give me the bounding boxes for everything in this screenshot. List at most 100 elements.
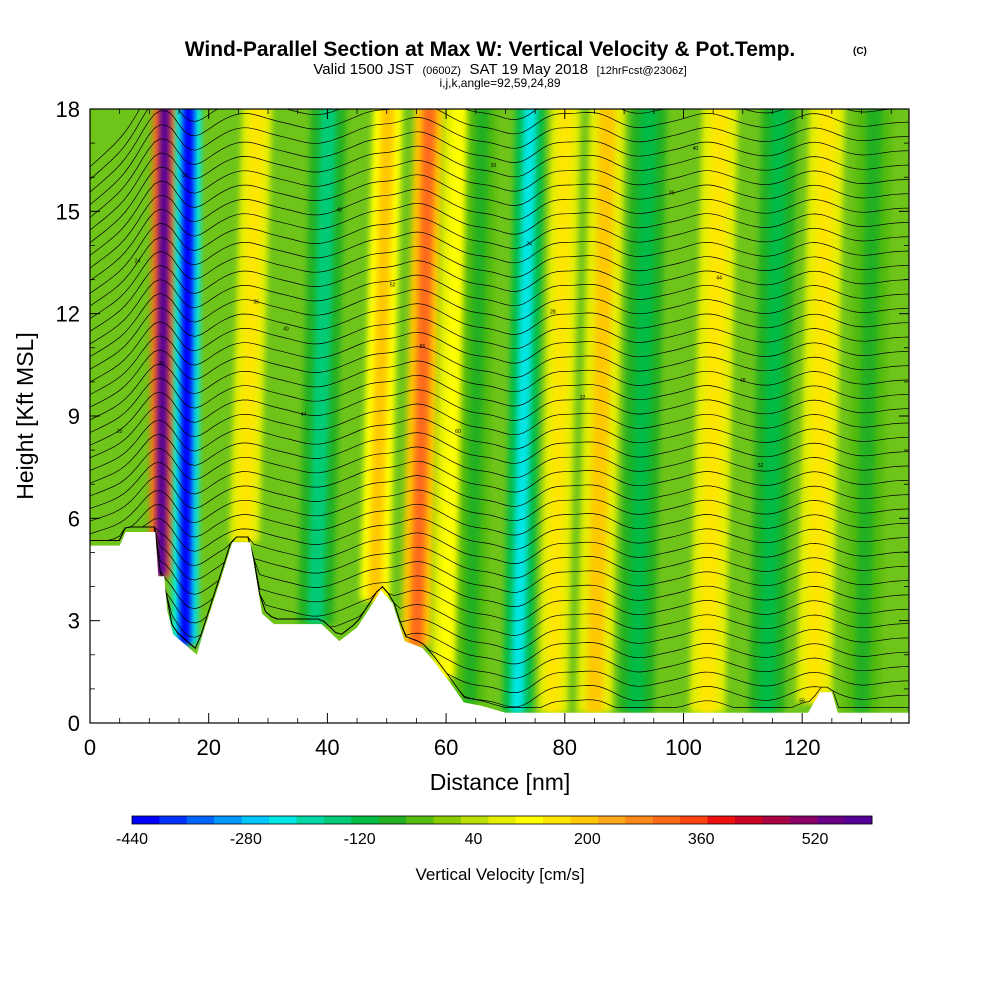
theta-contour bbox=[90, 217, 909, 294]
theta-contour bbox=[90, 288, 909, 357]
contour-label: 36 bbox=[669, 190, 675, 196]
contour-label: 40 bbox=[283, 327, 289, 333]
colorbar-swatch bbox=[241, 816, 270, 824]
x-tick-label: 120 bbox=[784, 735, 821, 760]
y-tick-label: 0 bbox=[68, 711, 80, 736]
colorbar-swatch bbox=[762, 816, 791, 824]
velocity-band-core bbox=[546, 109, 573, 713]
colorbar-label: Vertical Velocity [cm/s] bbox=[415, 865, 584, 884]
velocity-band-core bbox=[307, 109, 337, 625]
contour-label: 40 bbox=[693, 146, 699, 152]
theta-contour bbox=[90, 188, 909, 269]
colorbar-swatch bbox=[186, 816, 215, 824]
contour-label: 36 bbox=[253, 299, 259, 305]
velocity-band-core bbox=[627, 109, 657, 713]
colorbar-swatch bbox=[406, 816, 434, 824]
contour-label: 44 bbox=[301, 412, 307, 418]
x-tick-label: 20 bbox=[196, 735, 220, 760]
colorbar-swatch bbox=[543, 816, 572, 824]
contour-label: 28 bbox=[158, 361, 164, 367]
colorbar-swatch bbox=[214, 816, 243, 824]
contour-label: 32 bbox=[580, 395, 586, 401]
colorbar-swatch bbox=[296, 816, 325, 824]
contour-label: 24 bbox=[526, 241, 532, 247]
theta-contour bbox=[90, 109, 909, 193]
theta-contour bbox=[90, 202, 909, 281]
theta-contour bbox=[90, 432, 909, 484]
colorbar-swatch bbox=[680, 816, 709, 824]
velocity-band-core bbox=[699, 109, 729, 713]
contour-labels: 20 24 28 32 36 40 44 48 52 56 60 20 24 28 32 36 40 44 48 52… bbox=[117, 146, 805, 705]
theta-contour bbox=[90, 245, 909, 319]
theta-contour bbox=[90, 117, 909, 205]
velocity-band-core bbox=[237, 109, 264, 543]
velocity-band-core bbox=[409, 109, 437, 646]
colorbar-tick-label: 520 bbox=[802, 831, 829, 848]
theta-contour bbox=[90, 417, 909, 471]
colorbar-tick-label: 200 bbox=[574, 831, 601, 848]
colorbar-swatch bbox=[817, 816, 846, 824]
theta-contour bbox=[90, 317, 909, 383]
colorbar: -440 -280 -120 40 200 360 520 bbox=[116, 815, 873, 848]
subtitle-forecast: [12hrFcst@2306z] bbox=[597, 65, 687, 77]
contour-label: 48 bbox=[336, 207, 342, 213]
colorbar-swatch bbox=[132, 816, 160, 824]
theta-contour bbox=[90, 360, 909, 421]
y-tick-label: 6 bbox=[68, 506, 80, 531]
terrain-mask bbox=[90, 532, 909, 723]
contour-label: 60 bbox=[455, 429, 461, 435]
colorbar-tick-label: -120 bbox=[344, 831, 376, 848]
y-tick-label: 9 bbox=[68, 404, 80, 429]
colorbar-swatch bbox=[789, 816, 818, 824]
subtitle-utc: (0600Z) bbox=[422, 65, 461, 77]
contour-label: 52 bbox=[390, 282, 396, 288]
velocity-band-core bbox=[758, 109, 788, 713]
theta-contour bbox=[90, 145, 909, 231]
velocity-band-core bbox=[155, 109, 171, 577]
y-tick-label: 15 bbox=[56, 199, 80, 224]
theta-contour bbox=[90, 331, 909, 395]
y-tick-label: 18 bbox=[56, 97, 80, 122]
x-tick-label: 0 bbox=[84, 735, 96, 760]
x-tick-label: 100 bbox=[665, 735, 702, 760]
colorbar-swatch bbox=[269, 816, 297, 824]
colorbar-swatch bbox=[652, 816, 681, 824]
theta-contour bbox=[90, 274, 909, 345]
x-tick-label: 60 bbox=[434, 735, 458, 760]
contour-label: 24 bbox=[135, 259, 141, 265]
theta-contour bbox=[90, 489, 909, 535]
contour-label: 20 bbox=[491, 163, 497, 169]
colorbar-swatch bbox=[734, 816, 763, 824]
colorbar-swatch bbox=[378, 816, 407, 824]
theta-contour bbox=[90, 389, 909, 446]
x-tick-label: 40 bbox=[315, 735, 339, 760]
contour-label: 20 bbox=[117, 429, 123, 435]
velocity-band-core bbox=[368, 109, 395, 601]
velocity-band-core bbox=[853, 109, 883, 713]
colorbar-swatch bbox=[323, 816, 352, 824]
plot-area: 20 24 28 32 36 40 44 48 52 56 60 20 24 28 32 36 40 44 48 52… bbox=[90, 109, 909, 723]
velocity-band-core bbox=[510, 109, 537, 713]
contour-label: 56 bbox=[420, 344, 426, 350]
colorbar-swatch bbox=[625, 816, 654, 824]
y-tick-label: 3 bbox=[68, 609, 80, 634]
colorbar-frame bbox=[131, 815, 873, 825]
contour-label: 28 bbox=[550, 310, 556, 316]
colorbar-swatch bbox=[570, 816, 599, 824]
colorbar-swatch bbox=[707, 816, 736, 824]
theta-contour bbox=[90, 160, 909, 243]
velocity-shading bbox=[149, 109, 893, 713]
theta-contour bbox=[90, 231, 909, 307]
theta-contours bbox=[90, 109, 909, 708]
chart-indices: i,j,k,angle=92,59,24,89 bbox=[439, 76, 560, 90]
colorbar-swatch bbox=[460, 816, 489, 824]
theta-contour bbox=[90, 460, 909, 509]
y-axis-label: Height [Kft MSL] bbox=[12, 332, 38, 499]
theta-contour bbox=[90, 303, 909, 370]
contour-label: 56 bbox=[799, 699, 805, 705]
x-tick-label: 80 bbox=[553, 735, 577, 760]
theta-contour bbox=[90, 503, 909, 541]
theta-contour bbox=[90, 174, 909, 256]
